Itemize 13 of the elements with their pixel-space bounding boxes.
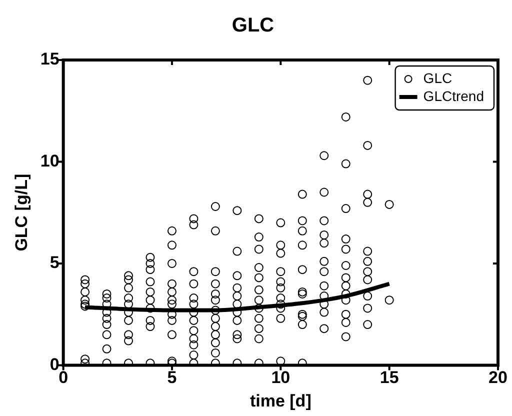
y-axis-title: GLC [g/L] — [12, 174, 31, 252]
x-tick-label: 5 — [167, 368, 177, 388]
x-tick-label: 10 — [271, 368, 290, 388]
y-tick-label: 5 — [50, 253, 60, 272]
x-tick-label: 15 — [380, 368, 399, 388]
chart-title: GLC — [232, 14, 274, 37]
legend-label: GLC — [423, 70, 452, 86]
x-axis-title: time [d] — [250, 391, 312, 410]
y-tick-label: 10 — [40, 151, 60, 170]
x-tick-label: 20 — [488, 368, 508, 388]
y-tick-label: 0 — [50, 354, 60, 374]
legend-label: GLCtrend — [423, 88, 484, 104]
y-tick-label: 15 — [40, 50, 60, 69]
